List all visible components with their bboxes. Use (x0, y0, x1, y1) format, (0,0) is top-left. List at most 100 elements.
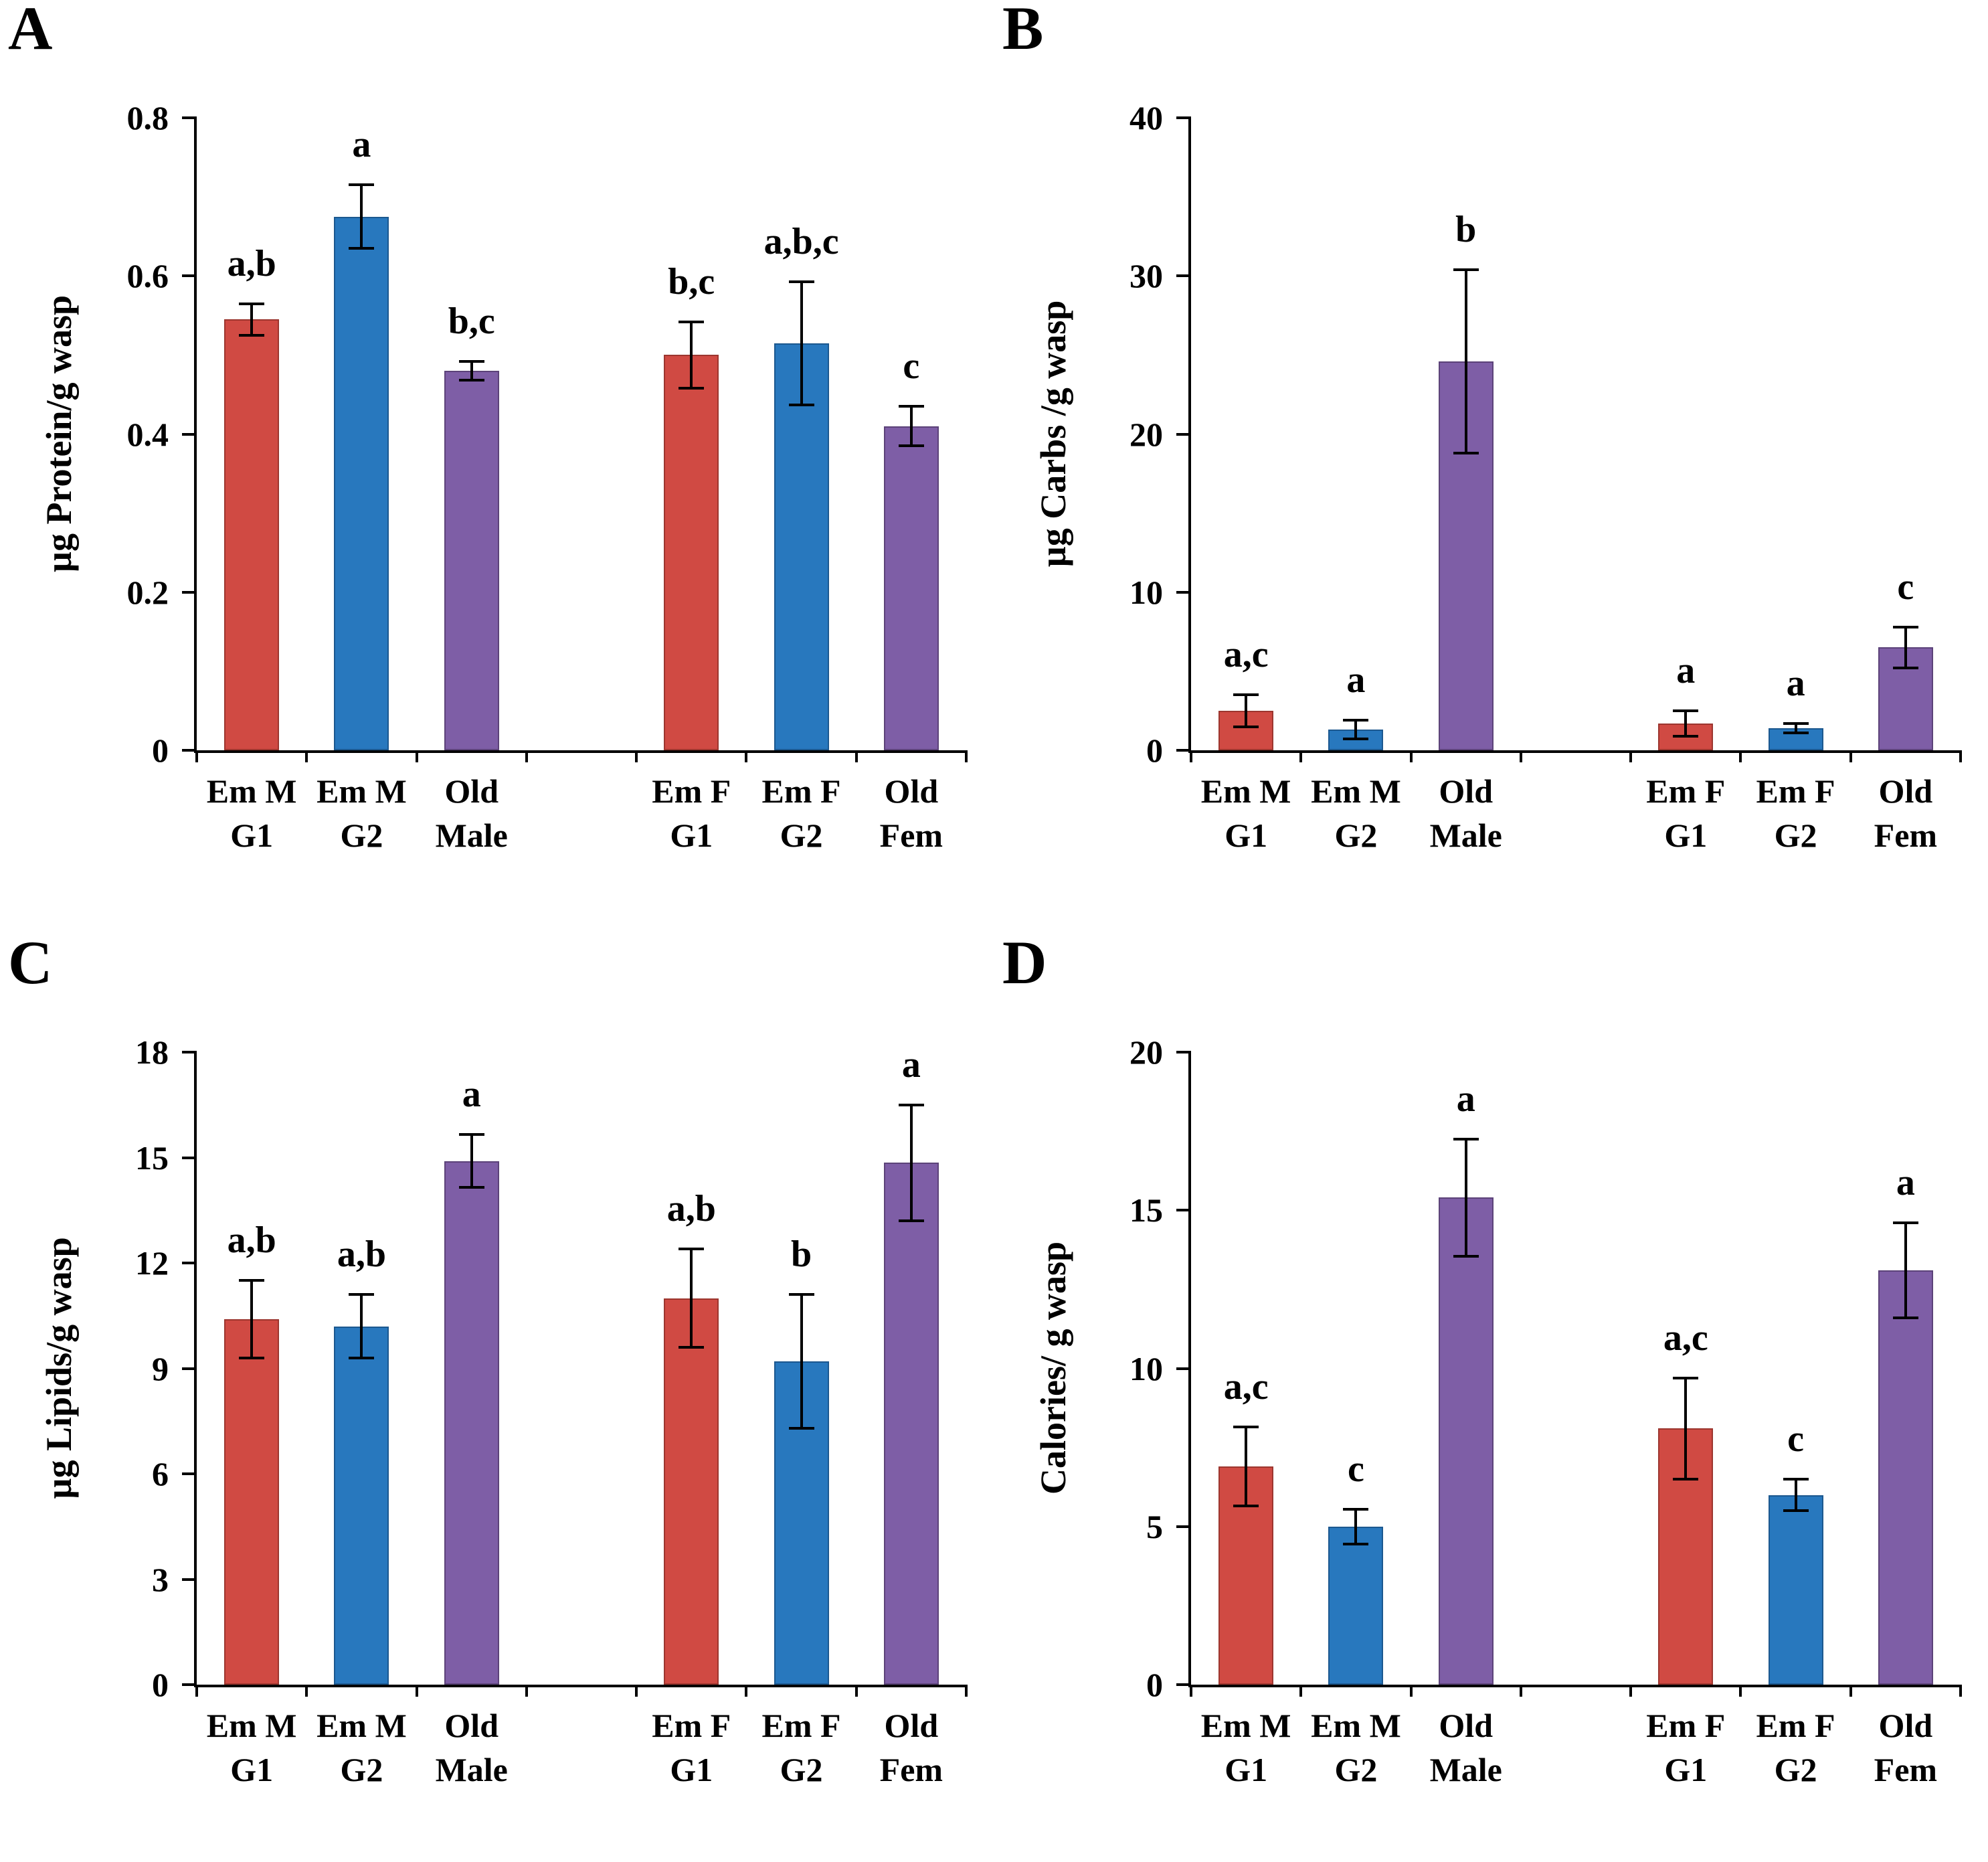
y-axis-tick (1176, 1367, 1191, 1370)
y-axis-tick (182, 432, 197, 436)
y-axis-tick-label: 20 (1129, 1033, 1163, 1071)
error-bar-cap (1673, 1376, 1699, 1379)
error-bar-cap (679, 320, 705, 323)
x-category-line2: G2 (1334, 817, 1378, 854)
x-category-line1: Em F (652, 1707, 731, 1744)
significance-label: b,c (668, 260, 715, 303)
error-bar-cap (1892, 667, 1918, 670)
x-category-line1: Em M (1200, 772, 1291, 810)
y-axis-tick (1176, 116, 1191, 119)
panel-a-plot-area: 0 0.2 0.4 0.6 0.8 a,b Em M G1 a Em M G2 b,c Old Male b… (127, 101, 968, 854)
y-axis-tick-label: 0 (1146, 732, 1163, 769)
bar-em-f-g1 (664, 1298, 719, 1685)
error-bar-cap (1233, 693, 1259, 697)
x-category-label: Old Fem (1823, 769, 1988, 857)
x-category-line1: Old (444, 1707, 499, 1744)
error-bar-line (909, 1104, 913, 1221)
y-axis-tick (182, 1367, 197, 1370)
error-bar-cap (898, 1219, 924, 1222)
significance-label: a (1676, 649, 1696, 691)
significance-label: a,c (1663, 1317, 1708, 1359)
y-axis-tick (1176, 1051, 1191, 1053)
error-bar-line (250, 303, 254, 335)
x-category-line1: Em F (1756, 1707, 1835, 1744)
error-bar-line (690, 1249, 693, 1347)
error-bar-cap (898, 1103, 924, 1106)
y-axis-tick-label: 20 (1129, 415, 1163, 453)
error-bar-line (1904, 1223, 1907, 1318)
error-bar-cap (239, 1356, 265, 1359)
x-category-label: Old Male (1384, 769, 1548, 857)
significance-label: a (1456, 1078, 1475, 1120)
x-category-label: Em M G1 (169, 769, 334, 857)
panel-a-letter: A (8, 0, 53, 62)
y-axis-tick (1176, 1525, 1191, 1528)
x-axis-tick (1519, 750, 1522, 762)
x-category-label: Em F G1 (609, 1703, 774, 1792)
x-category-line2: G1 (1225, 1751, 1268, 1788)
error-bar-cap (1673, 1477, 1699, 1480)
y-axis-tick (1176, 590, 1191, 594)
y-axis-tick-label: 5 (1146, 1507, 1163, 1545)
x-category-line2: Male (435, 817, 508, 854)
x-axis-tick (1299, 750, 1303, 762)
bar-old-male (444, 371, 499, 750)
panel-c-letter: C (8, 928, 53, 997)
x-category-line2: Male (1429, 817, 1502, 854)
error-bar-line (909, 406, 913, 446)
error-bar-cap (1783, 732, 1809, 734)
bar-old-male (444, 1161, 499, 1685)
error-bar-cap (1343, 1507, 1369, 1511)
x-axis-tick (1519, 1685, 1522, 1697)
x-category-line2: G1 (230, 1751, 274, 1788)
error-bar-cap (1673, 734, 1699, 738)
x-axis-tick (1739, 1685, 1742, 1697)
panel-d-plot-area: 0 5 10 15 20 a,c Em M G1 c Em M G2 a Old Male a,c Em F G… (1129, 1035, 1962, 1788)
x-axis-tick (1409, 750, 1413, 762)
x-axis-tick (965, 1685, 968, 1697)
significance-label: a (1896, 1162, 1915, 1204)
y-axis-tick (1176, 749, 1191, 752)
x-axis-tick (1190, 1685, 1192, 1697)
error-bar-cap (679, 1346, 705, 1349)
error-bar-cap (1343, 1542, 1369, 1545)
x-category-label: Old Fem (829, 1703, 994, 1792)
x-category-line1: Em F (652, 772, 731, 810)
significance-label: a (901, 1043, 921, 1086)
error-bar-cap (1783, 1509, 1809, 1513)
x-axis-tick (1849, 750, 1852, 762)
x-category-line1: Old (1439, 772, 1493, 810)
x-category-label: Em F G2 (1713, 769, 1878, 857)
error-bar-cap (1343, 738, 1369, 741)
x-category-line1: Old (1878, 772, 1933, 810)
x-category-label: Em F G1 (1603, 769, 1768, 857)
error-bar-cap (788, 403, 814, 406)
x-axis-tick (525, 750, 528, 762)
significance-label: a,c (1223, 634, 1269, 676)
error-bar-cap (349, 1356, 375, 1359)
error-bar-cap (239, 1279, 265, 1282)
error-bar-cap (898, 405, 924, 408)
y-axis-tick (1176, 1683, 1191, 1686)
x-axis-tick (1959, 1685, 1962, 1697)
bar-old-fem (883, 426, 939, 750)
x-category-line2: G1 (230, 817, 274, 854)
x-category-label: Old Male (1384, 1703, 1548, 1792)
x-axis-tick (635, 750, 638, 762)
x-category-line2: Fem (879, 817, 943, 854)
error-bar-cap (1892, 625, 1918, 628)
x-category-line1: Em F (1756, 772, 1835, 810)
error-bar-cap (679, 1248, 705, 1250)
error-bar-line (360, 1294, 363, 1358)
x-category-label: Em M G1 (169, 1703, 334, 1792)
significance-label: a (352, 124, 371, 166)
y-axis-tick-label: 15 (135, 1138, 169, 1177)
x-axis-tick (305, 750, 308, 762)
x-axis-tick (1959, 750, 1962, 762)
significance-label: c (1897, 566, 1914, 608)
error-bar-cap (788, 1426, 814, 1430)
bar-em-m-g2 (334, 216, 389, 750)
x-category-label: Em F G1 (1603, 1703, 1768, 1792)
panel-b-letter: B (1002, 0, 1044, 62)
x-category-label: Em F G2 (719, 1703, 883, 1792)
